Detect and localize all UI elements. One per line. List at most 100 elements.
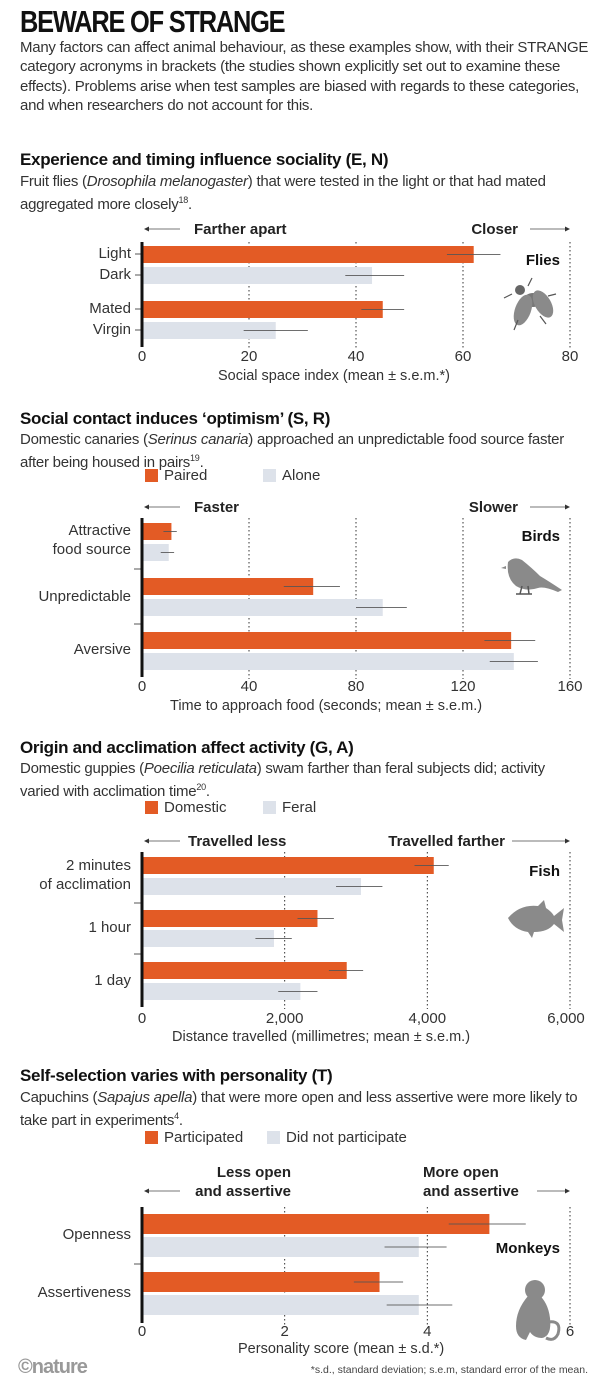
x-axis-title: Time to approach food (seconds; mean ± s…	[170, 698, 483, 714]
x-tick-label: 80	[347, 678, 365, 695]
x-tick-label: 6,000	[547, 1010, 585, 1027]
bar	[142, 523, 172, 540]
description-pre: Domestic guppies (	[20, 760, 144, 777]
category-label: Unpredictable	[38, 587, 131, 605]
category-label: Openness	[62, 1225, 131, 1243]
x-tick-label: 0	[137, 1010, 147, 1027]
section-description: Domestic guppies (Poecilia reticulata) s…	[20, 759, 580, 801]
intro-text: Many factors can affect animal behaviour…	[20, 39, 589, 114]
x-tick-label: 0	[137, 348, 147, 365]
monkey-icon	[516, 1280, 561, 1341]
description-end: .	[199, 454, 204, 471]
arrowhead-right-icon	[565, 226, 570, 232]
arrowhead-right-icon	[565, 504, 570, 510]
description-pre: Domestic canaries (	[20, 431, 148, 448]
legend-label: Paired	[164, 467, 208, 484]
legend-swatch	[145, 1131, 158, 1144]
section-heading: Social contact induces ‘optimism’ (S, R)	[20, 409, 331, 428]
description-pre: Capuchins (	[20, 1089, 98, 1106]
x-tick-label: 20	[240, 348, 258, 365]
category-label: Attractive food source	[52, 522, 131, 558]
x-tick-label: 80	[561, 348, 579, 365]
legend-swatch	[145, 469, 158, 482]
x-tick-label: 4,000	[408, 1010, 447, 1027]
bar	[142, 1272, 380, 1292]
description-post: ) swam farther than feral subjects did; …	[20, 760, 545, 800]
legend-swatch	[267, 1131, 280, 1144]
bar	[142, 599, 383, 616]
section-heading: Experience and timing influence socialit…	[20, 150, 389, 169]
page-title: BEWARE OF STRANGE	[20, 4, 286, 39]
description-end: .	[178, 1112, 183, 1129]
arrowhead-left-icon	[144, 838, 149, 844]
description-ref: 20	[196, 782, 206, 792]
bar	[142, 632, 512, 649]
description-pre: Fruit flies (	[20, 173, 87, 190]
bar	[142, 578, 314, 595]
arrowhead-right-icon	[565, 838, 570, 844]
legend-item: Paired	[145, 467, 207, 484]
chart-monkeys	[134, 1188, 571, 1341]
direction-label-right: Travelled farther	[388, 833, 505, 850]
x-tick-label: 0	[137, 678, 147, 695]
category-label: Light	[98, 244, 131, 262]
legend-label: Alone	[282, 467, 321, 484]
bird-icon	[501, 558, 562, 595]
animal-label: Fish	[529, 863, 560, 880]
animal-label: Monkeys	[495, 1240, 560, 1257]
legend-label: Participated	[164, 1129, 244, 1146]
x-tick-label: 40	[347, 348, 365, 365]
x-tick-label: 60	[454, 348, 472, 365]
category-label: Virgin	[92, 320, 131, 338]
fly-icon	[503, 277, 557, 331]
description-ref: 19	[190, 453, 200, 463]
bar	[142, 857, 434, 874]
x-tick-label: 120	[450, 678, 476, 695]
bar	[142, 1214, 490, 1234]
section-description: Capuchins (Sapajus apella) that were mor…	[20, 1088, 580, 1130]
x-tick-label: 2,000	[265, 1010, 304, 1027]
legend-label: Feral	[282, 799, 317, 816]
description-ref: 4	[174, 1111, 179, 1121]
bar	[142, 962, 347, 979]
arrowhead-left-icon	[144, 504, 149, 510]
direction-label-right: Slower	[468, 499, 518, 516]
direction-label-left: Faster	[194, 499, 240, 516]
direction-label-left: Farther apart	[194, 221, 287, 238]
legend-item: Participated	[145, 1129, 243, 1146]
arrowhead-left-icon	[144, 1188, 149, 1194]
description-italic: Serinus canaria	[147, 431, 249, 448]
legend-item: Alone	[263, 467, 320, 484]
bar	[142, 930, 274, 947]
bar	[142, 910, 318, 927]
fish-icon	[508, 900, 564, 938]
category-label: Dark	[99, 265, 131, 283]
direction-label-right: More open and assertive	[423, 1164, 519, 1200]
nature-logo: ©nature	[18, 1356, 88, 1378]
legend-label: Did not participate	[286, 1129, 407, 1146]
animal-label: Birds	[521, 528, 560, 545]
chart-birds	[134, 504, 571, 679]
section-description: Domestic canaries (Serinus canaria) appr…	[20, 430, 580, 472]
bar	[142, 301, 383, 318]
description-post: ) that were tested in the light or that …	[20, 173, 546, 213]
category-label: 2 minutes of acclimation	[39, 857, 131, 893]
description-italic: Sapajus apella	[97, 1089, 193, 1106]
bar	[142, 1295, 419, 1315]
category-label: Assertiveness	[37, 1283, 131, 1301]
bar	[142, 322, 276, 339]
x-tick-label: 2	[280, 1323, 289, 1340]
legend-swatch	[145, 801, 158, 814]
category-label: Aversive	[73, 640, 131, 658]
bar	[142, 878, 361, 895]
direction-label-left: Travelled less	[188, 833, 287, 850]
legend-item: Did not participate	[267, 1129, 407, 1146]
bar	[142, 653, 514, 670]
chart-flies	[135, 226, 571, 349]
x-tick-label: 4	[423, 1323, 432, 1340]
x-tick-label: 6	[565, 1323, 575, 1340]
category-label: 1 day	[94, 971, 131, 989]
bar	[142, 544, 169, 561]
section-description: Fruit flies (Drosophila melanogaster) th…	[20, 172, 580, 214]
animal-label: Flies	[525, 252, 560, 269]
